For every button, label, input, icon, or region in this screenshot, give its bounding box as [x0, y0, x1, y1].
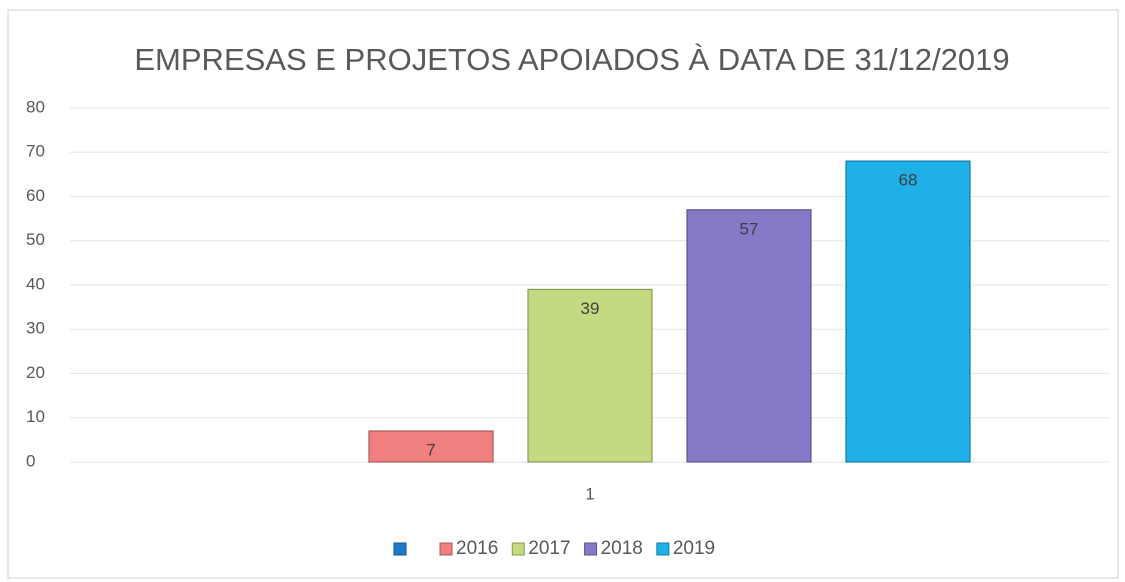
legend-swatch	[656, 542, 670, 556]
y-tick-label: 10	[26, 407, 45, 426]
legend-label: 2019	[673, 538, 715, 559]
bar	[845, 160, 971, 463]
y-tick-label: 20	[26, 363, 45, 382]
bar	[527, 288, 653, 463]
bar	[368, 430, 494, 463]
legend-label: 2018	[601, 538, 643, 559]
y-tick-label: 50	[26, 230, 45, 249]
y-tick-label: 30	[26, 319, 45, 338]
y-tick-label: 70	[26, 142, 45, 161]
data-label: 7	[426, 441, 435, 460]
legend-swatch	[584, 542, 598, 556]
y-tick-label: 0	[26, 451, 35, 470]
data-label: 68	[899, 171, 918, 190]
legend-swatch	[511, 542, 525, 556]
legend-swatch	[393, 542, 407, 556]
bar	[686, 209, 812, 463]
x-tick-label: 1	[585, 484, 594, 503]
legend-label: 2017	[528, 538, 570, 559]
y-tick-label: 40	[26, 274, 45, 293]
data-label: 39	[581, 299, 600, 318]
y-tick-label: 80	[26, 97, 45, 116]
legend-label: 2016	[456, 538, 498, 559]
y-tick-label: 60	[26, 186, 45, 205]
legend-swatch	[439, 542, 453, 556]
chart-title: EMPRESAS E PROJETOS APOIADOS À DATA DE 3…	[134, 42, 1009, 77]
data-label: 57	[740, 219, 759, 238]
